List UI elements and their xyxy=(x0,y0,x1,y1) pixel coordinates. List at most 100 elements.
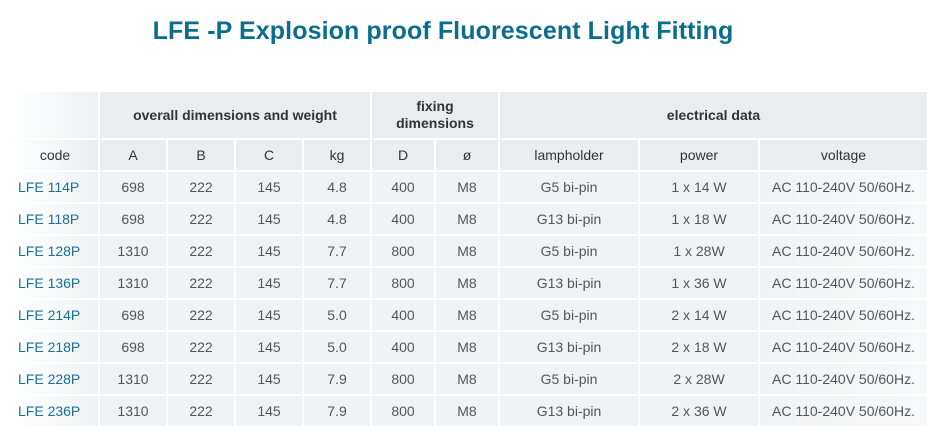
column-header-code: code xyxy=(12,140,100,172)
cell-c: 145 xyxy=(236,300,304,332)
column-header-b: B xyxy=(168,140,236,172)
group-header-fixing: fixing dimensions xyxy=(372,92,500,140)
cell-b: 222 xyxy=(168,204,236,236)
cell-d: 800 xyxy=(372,396,436,428)
cell-d: 400 xyxy=(372,172,436,204)
table-row: LFE 218P 698 222 145 5.0 400 M8 G13 bi-pin 2 x 1… xyxy=(12,332,927,364)
cell-voltage: AC 110-240V 50/60Hz. xyxy=(760,268,927,300)
cell-lampholder: G13 bi-pin xyxy=(500,332,640,364)
table-row: LFE 114P 698 222 145 4.8 400 M8 G5 bi-pin 1 x 14… xyxy=(12,172,927,204)
cell-kg: 5.0 xyxy=(304,332,372,364)
cell-diameter: M8 xyxy=(436,364,500,396)
cell-b: 222 xyxy=(168,396,236,428)
cell-a: 698 xyxy=(100,204,168,236)
column-header-kg: kg xyxy=(304,140,372,172)
cell-lampholder: G13 bi-pin xyxy=(500,268,640,300)
cell-diameter: M8 xyxy=(436,268,500,300)
cell-voltage: AC 110-240V 50/60Hz. xyxy=(760,172,927,204)
cell-d: 800 xyxy=(372,364,436,396)
table-row: LFE 228P 1310 222 145 7.9 800 M8 G5 bi-pin 2 x 2… xyxy=(12,364,927,396)
group-header-electrical: electrical data xyxy=(500,92,927,140)
table-row: LFE 236P 1310 222 145 7.9 800 M8 G13 bi-pin 2 x … xyxy=(12,396,927,428)
cell-power: 1 x 28W xyxy=(640,236,760,268)
cell-a: 698 xyxy=(100,172,168,204)
cell-voltage: AC 110-240V 50/60Hz. xyxy=(760,332,927,364)
cell-lampholder: G13 bi-pin xyxy=(500,204,640,236)
cell-code: LFE 128P xyxy=(12,236,100,268)
cell-b: 222 xyxy=(168,236,236,268)
cell-diameter: M8 xyxy=(436,300,500,332)
cell-c: 145 xyxy=(236,204,304,236)
column-header-row: code A B C kg D ø lampholder power volta… xyxy=(12,140,927,172)
cell-code: LFE 236P xyxy=(12,396,100,428)
cell-diameter: M8 xyxy=(436,236,500,268)
cell-a: 1310 xyxy=(100,364,168,396)
cell-kg: 4.8 xyxy=(304,204,372,236)
cell-d: 800 xyxy=(372,268,436,300)
page-title: LFE -P Explosion proof Fluorescent Light… xyxy=(152,17,734,45)
cell-diameter: M8 xyxy=(436,396,500,428)
cell-b: 222 xyxy=(168,268,236,300)
cell-kg: 7.9 xyxy=(304,364,372,396)
cell-power: 1 x 36 W xyxy=(640,268,760,300)
cell-a: 698 xyxy=(100,332,168,364)
cell-power: 1 x 18 W xyxy=(640,204,760,236)
cell-d: 800 xyxy=(372,236,436,268)
column-header-voltage: voltage xyxy=(760,140,927,172)
cell-b: 222 xyxy=(168,172,236,204)
cell-voltage: AC 110-240V 50/60Hz. xyxy=(760,236,927,268)
cell-b: 222 xyxy=(168,364,236,396)
cell-lampholder: G5 bi-pin xyxy=(500,236,640,268)
cell-c: 145 xyxy=(236,396,304,428)
cell-kg: 7.7 xyxy=(304,268,372,300)
cell-code: LFE 136P xyxy=(12,268,100,300)
cell-diameter: M8 xyxy=(436,204,500,236)
cell-code: LFE 228P xyxy=(12,364,100,396)
cell-c: 145 xyxy=(236,332,304,364)
cell-c: 145 xyxy=(236,364,304,396)
cell-b: 222 xyxy=(168,332,236,364)
cell-kg: 7.9 xyxy=(304,396,372,428)
cell-a: 1310 xyxy=(100,396,168,428)
cell-c: 145 xyxy=(236,268,304,300)
cell-code: LFE 114P xyxy=(12,172,100,204)
cell-d: 400 xyxy=(372,204,436,236)
cell-voltage: AC 110-240V 50/60Hz. xyxy=(760,396,927,428)
table-row: LFE 214P 698 222 145 5.0 400 M8 G5 bi-pin 2 x 14… xyxy=(12,300,927,332)
cell-code: LFE 118P xyxy=(12,204,100,236)
cell-d: 400 xyxy=(372,332,436,364)
cell-c: 145 xyxy=(236,236,304,268)
cell-power: 2 x 14 W xyxy=(640,300,760,332)
cell-code: LFE 218P xyxy=(12,332,100,364)
cell-lampholder: G5 bi-pin xyxy=(500,300,640,332)
column-header-d: D xyxy=(372,140,436,172)
cell-power: 2 x 28W xyxy=(640,364,760,396)
cell-d: 400 xyxy=(372,300,436,332)
cell-kg: 7.7 xyxy=(304,236,372,268)
cell-code: LFE 214P xyxy=(12,300,100,332)
column-header-a: A xyxy=(100,140,168,172)
cell-voltage: AC 110-240V 50/60Hz. xyxy=(760,300,927,332)
table-row: LFE 136P 1310 222 145 7.7 800 M8 G13 bi-pin 1 x … xyxy=(12,268,927,300)
table-row: LFE 118P 698 222 145 4.8 400 M8 G13 bi-pin 1 x 1… xyxy=(12,204,927,236)
cell-a: 1310 xyxy=(100,236,168,268)
group-header-overall: overall dimensions and weight xyxy=(100,92,372,140)
column-header-diameter: ø xyxy=(436,140,500,172)
cell-diameter: M8 xyxy=(436,172,500,204)
spec-table: overall dimensions and weight fixing dime… xyxy=(12,92,927,428)
cell-kg: 4.8 xyxy=(304,172,372,204)
group-header-blank xyxy=(12,92,100,140)
column-header-lampholder: lampholder xyxy=(500,140,640,172)
column-header-power: power xyxy=(640,140,760,172)
cell-power: 1 x 14 W xyxy=(640,172,760,204)
column-header-c: C xyxy=(236,140,304,172)
cell-power: 2 x 18 W xyxy=(640,332,760,364)
cell-a: 698 xyxy=(100,300,168,332)
cell-kg: 5.0 xyxy=(304,300,372,332)
group-header-row: overall dimensions and weight fixing dime… xyxy=(12,92,927,140)
cell-voltage: AC 110-240V 50/60Hz. xyxy=(760,204,927,236)
cell-diameter: M8 xyxy=(436,332,500,364)
cell-lampholder: G5 bi-pin xyxy=(500,364,640,396)
cell-b: 222 xyxy=(168,300,236,332)
cell-a: 1310 xyxy=(100,268,168,300)
